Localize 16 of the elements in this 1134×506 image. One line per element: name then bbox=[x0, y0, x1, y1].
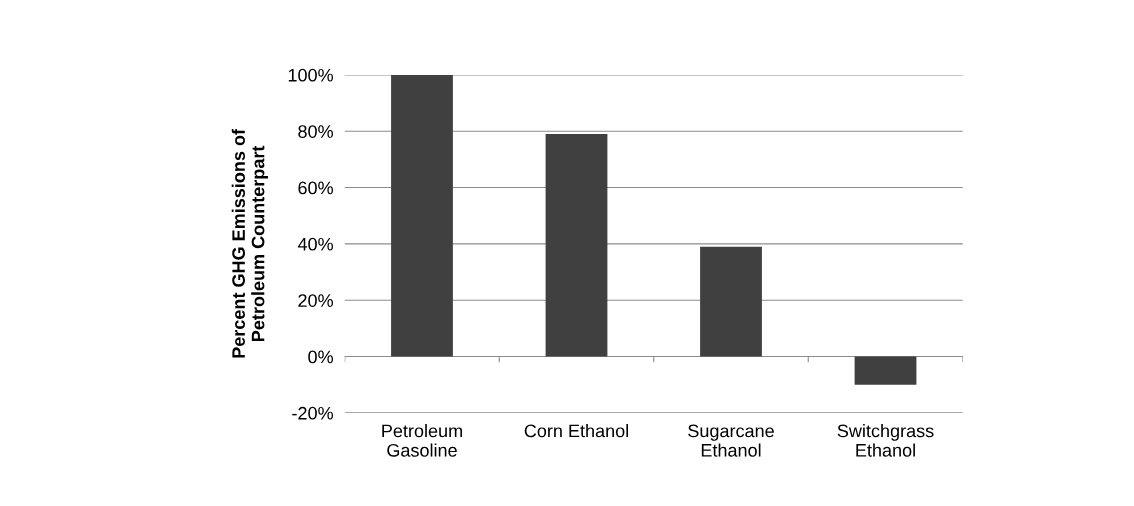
x-tick-label: Switchgrass Ethanol bbox=[837, 424, 934, 457]
y-tick-label: 20% bbox=[298, 294, 333, 307]
y-tick-label: -20% bbox=[292, 406, 333, 420]
y-tick-label: 0% bbox=[308, 350, 333, 364]
x-tick-label: Petroleum Gasoline bbox=[382, 424, 462, 457]
bar bbox=[700, 246, 762, 357]
bar bbox=[854, 356, 917, 385]
x-tick-label: Corn Ethanol bbox=[524, 424, 628, 438]
bar bbox=[545, 134, 608, 357]
y-axis-title: Percent GHG Emissions of Petroleum Counterpart bbox=[231, 128, 268, 358]
y-tick-label: 80% bbox=[298, 125, 333, 138]
y-tick-label: 60% bbox=[298, 181, 333, 195]
y-tick-label: 40% bbox=[297, 237, 333, 251]
y-tick-label: 100% bbox=[288, 68, 333, 82]
x-tick-label: Sugarcane Ethanol bbox=[688, 424, 774, 457]
bar bbox=[391, 74, 453, 357]
